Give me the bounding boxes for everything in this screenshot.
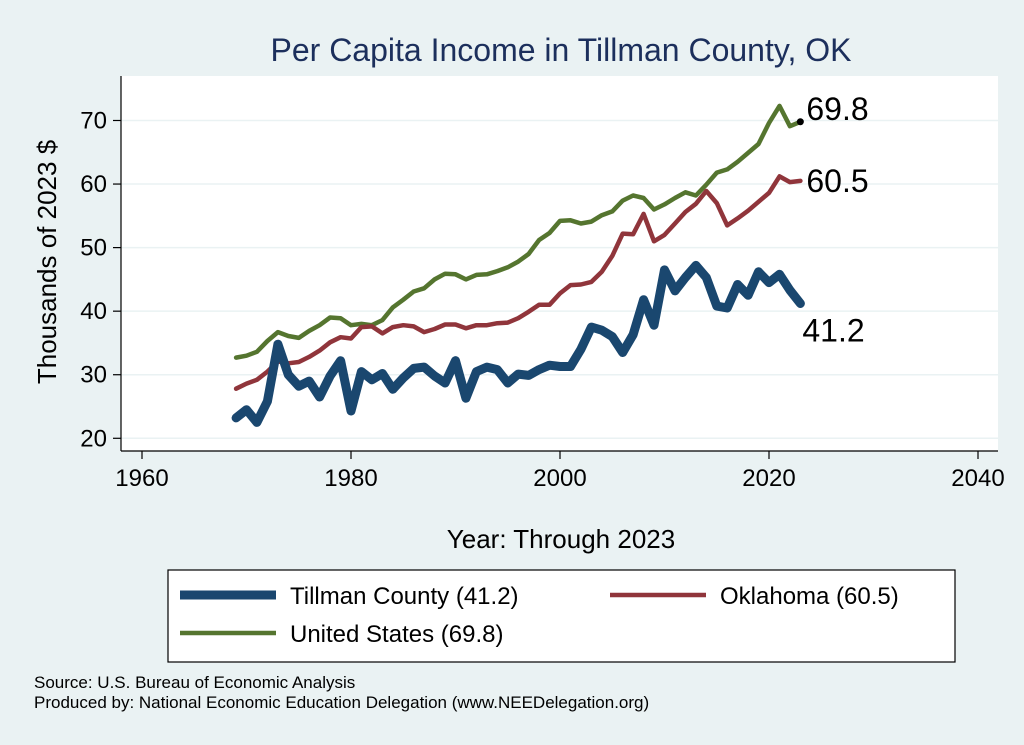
x-axis-title: Year: Through 2023 [447,524,675,554]
y-tick-label-40: 40 [80,298,107,325]
legend-box [167,569,956,663]
source-note: Source: U.S. Bureau of Economic Analysis [34,673,355,692]
y-tick-label-50: 50 [80,235,107,262]
end-label-tillman-county: 41.2 [802,313,864,349]
x-tick-label-2040: 2040 [951,465,1004,492]
series-line-united-states [233,103,803,360]
end-label-united-states: 69.8 [806,91,868,127]
legend-label-tillman-county: Tillman County (41.2) [290,583,519,610]
x-tick-label-1960: 1960 [115,465,168,492]
chart-title: Per Capita Income in Tillman County, OK [271,32,852,68]
series-line-oklahoma [233,174,803,391]
legend: Tillman County (41.2) Oklahoma (60.5) Unit… [167,569,956,663]
x-tick-label-1980: 1980 [324,465,377,492]
y-tick-label-60: 60 [80,171,107,198]
x-tick-label-2000: 2000 [533,465,586,492]
y-tick-label-70: 70 [80,107,107,134]
y-tick-label-30: 30 [80,362,107,389]
end-marker-united-states [796,118,804,126]
end-label-oklahoma: 60.5 [806,163,868,199]
producer-note: Produced by: National Economic Education… [34,693,649,712]
series-line-tillman-county [231,260,805,427]
y-tick-label-20: 20 [80,425,107,452]
end-labels: 41.2 60.5 69.8 [796,91,869,349]
gridlines [121,119,998,440]
series [231,103,805,427]
legend-label-oklahoma: Oklahoma (60.5) [720,583,899,610]
y-axis-title: Thousands of 2023 $ [32,139,62,384]
ticks: 20 30 40 50 60 70 1960 1980 2000 2020 2040 [80,107,1004,492]
plot-area [121,76,998,451]
legend-label-united-states: United States (69.8) [290,621,503,648]
x-tick-label-2020: 2020 [742,465,795,492]
